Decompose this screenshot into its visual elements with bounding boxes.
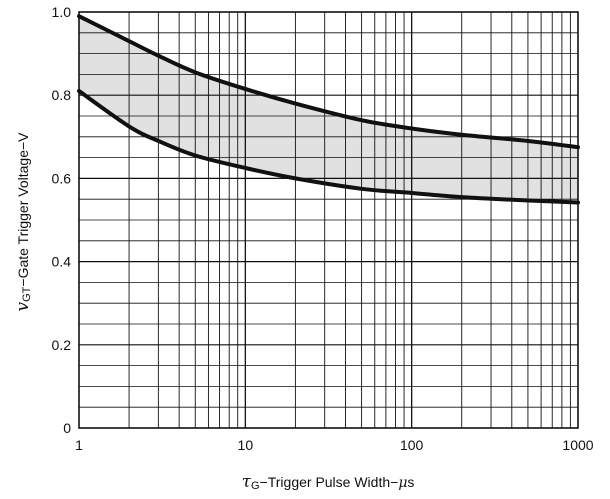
x-tick-label: 1000: [562, 437, 593, 453]
y-tick-label: 0.2: [52, 337, 72, 353]
x-axis-label: τG−Trigger Pulse Width−μs: [242, 472, 415, 492]
tick-labels: 1 10 100 1000 0 0.2 0.4 0.6 0.8 1.0: [52, 4, 594, 453]
y-axis-subscript: GT: [21, 286, 33, 302]
shaded-region: [79, 16, 578, 203]
y-tick-label: 0.6: [52, 170, 72, 186]
lower-curve: [77, 89, 580, 205]
upper-curve: [77, 14, 580, 150]
x-axis-symbol: τ: [242, 472, 252, 492]
y-tick-label: 1.0: [52, 4, 72, 20]
y-tick-label: 0.8: [52, 87, 72, 103]
y-axis-label: vGT−Gate Trigger Voltage−V: [13, 132, 33, 312]
y-axis-symbol: v: [13, 302, 33, 312]
x-axis-subscript: G: [251, 480, 260, 492]
plot-frame: [78, 11, 579, 429]
y-tick-label: 0: [63, 420, 71, 436]
x-axis-unit-symbol: μ: [398, 475, 407, 491]
series-lines: [77, 14, 580, 205]
x-tick-label: 1: [75, 437, 83, 453]
y-axis-text: −Gate Trigger Voltage−V: [15, 132, 31, 287]
x-tick-label: 100: [400, 437, 424, 453]
x-tick-label: 10: [238, 437, 254, 453]
x-axis-unit: s: [407, 474, 414, 490]
y-tick-label: 0.4: [52, 254, 72, 270]
shaded-band: [79, 16, 578, 203]
x-axis-text: −Trigger Pulse Width−: [260, 474, 399, 490]
grid: [79, 12, 578, 428]
